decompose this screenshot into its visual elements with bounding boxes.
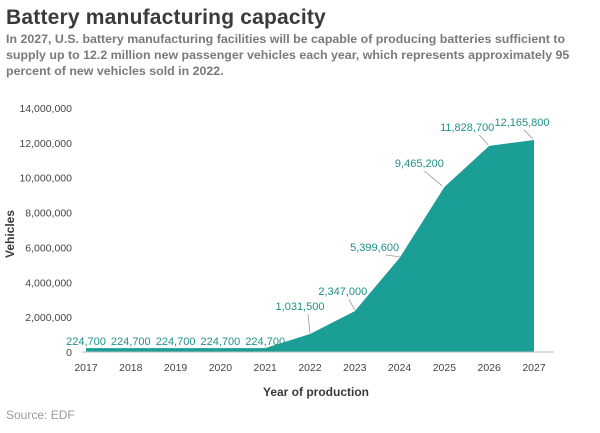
source-note: Source: EDF bbox=[6, 408, 75, 422]
label-leader-lines bbox=[307, 129, 534, 334]
label-leader-line bbox=[478, 134, 489, 146]
label-leader-line bbox=[385, 254, 400, 258]
x-axis-label: Year of production bbox=[263, 385, 369, 399]
y-axis-ticks: 0 2,000,000 4,000,000 6,000,000 8,000,000 10,… bbox=[19, 103, 72, 359]
x-tick-label: 2021 bbox=[254, 362, 278, 374]
data-label: 12,165,800 bbox=[494, 117, 549, 129]
y-tick-label: 12,000,000 bbox=[19, 138, 72, 150]
data-label: 9,465,200 bbox=[395, 158, 444, 170]
x-tick-label: 2017 bbox=[74, 362, 98, 374]
x-tick-label: 2022 bbox=[298, 362, 322, 374]
chart-title: Battery manufacturing capacity bbox=[6, 6, 326, 29]
y-tick-label: 0 bbox=[66, 347, 72, 359]
y-axis-label: Vehicles bbox=[3, 210, 17, 258]
x-tick-label: 2026 bbox=[478, 362, 502, 374]
y-tick-label: 4,000,000 bbox=[25, 277, 72, 289]
label-leader-line bbox=[523, 129, 534, 140]
chart-subtitle: In 2027, U.S. battery manufacturing faci… bbox=[6, 32, 570, 78]
data-label: 224,700 bbox=[245, 336, 285, 348]
label-leader-line bbox=[307, 313, 311, 334]
data-label: 2,347,000 bbox=[318, 286, 367, 298]
label-leader-line bbox=[424, 170, 443, 187]
data-label: 1,031,500 bbox=[276, 301, 325, 313]
y-tick-label: 8,000,000 bbox=[25, 208, 72, 220]
x-tick-label: 2023 bbox=[343, 362, 367, 374]
data-label: 5,399,600 bbox=[350, 242, 399, 254]
x-tick-label: 2024 bbox=[388, 362, 412, 374]
x-tick-label: 2025 bbox=[433, 362, 457, 374]
area-series bbox=[86, 139, 534, 352]
x-axis-ticks: 2017 2018 2019 2020 2021 2022 2023 2024 2025 2026… bbox=[74, 362, 546, 374]
data-label: 224,700 bbox=[66, 336, 106, 348]
y-tick-label: 14,000,000 bbox=[19, 103, 72, 115]
y-tick-label: 10,000,000 bbox=[19, 173, 72, 185]
x-tick-label: 2018 bbox=[119, 362, 143, 374]
y-tick-label: 6,000,000 bbox=[25, 242, 72, 254]
x-tick-label: 2027 bbox=[522, 362, 546, 374]
y-tick-label: 2,000,000 bbox=[25, 312, 72, 324]
x-tick-label: 2020 bbox=[209, 362, 233, 374]
data-label: 224,700 bbox=[201, 336, 241, 348]
data-label: 11,828,700 bbox=[440, 122, 494, 134]
x-tick-label: 2019 bbox=[164, 362, 188, 374]
label-leader-line bbox=[348, 298, 356, 311]
data-labels: 224,700 224,700 224,700 224,700 224,700 1,031… bbox=[66, 117, 549, 348]
data-label: 224,700 bbox=[111, 336, 151, 348]
data-label: 224,700 bbox=[156, 336, 196, 348]
